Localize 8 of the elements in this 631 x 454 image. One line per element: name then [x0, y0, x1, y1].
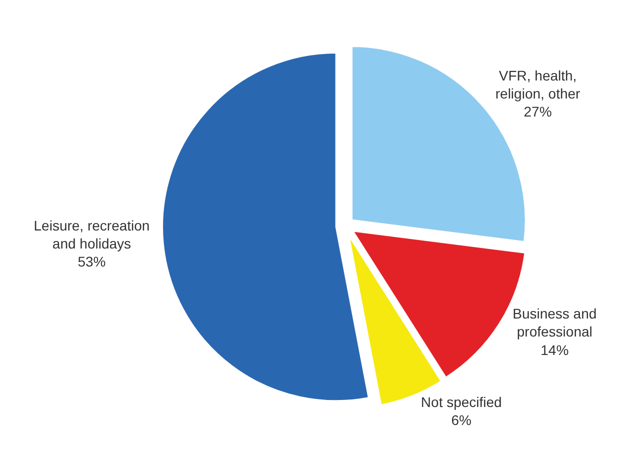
data-label: 27% — [524, 104, 552, 120]
data-label: 53% — [78, 254, 106, 270]
data-label: 14% — [540, 342, 569, 358]
slice-label: Leisure, recreation and holidays — [34, 217, 150, 252]
slice-label: Not specified — [420, 394, 502, 410]
slice-label: Business and professional — [512, 305, 597, 340]
data-label: 6% — [451, 412, 472, 428]
slice-label: VFR, health, religion, other — [495, 67, 581, 102]
